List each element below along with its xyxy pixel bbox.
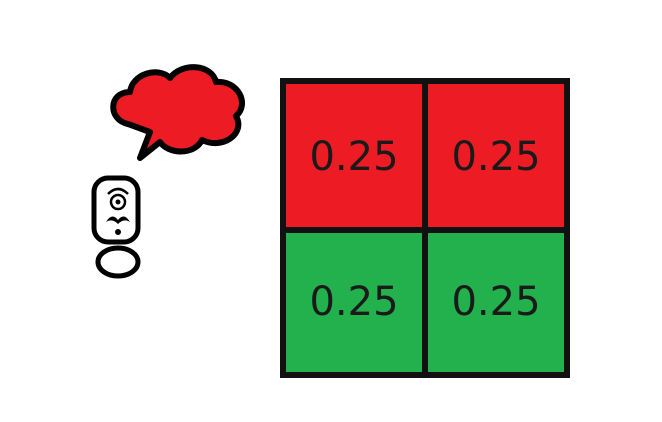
mustache-icon [106,216,130,224]
cell-bottom-left [286,233,422,372]
cell-label-top-right: 0.25 [451,134,540,180]
eye-icon [107,187,129,211]
cell-label-bottom-left: 0.25 [309,279,398,325]
cell-top-left [286,84,422,227]
thought-cloud-icon [110,64,245,161]
probability-grid: 0.25 0.25 0.25 0.25 [280,78,570,378]
mouth-icon [115,229,121,235]
cell-top-right [428,84,564,227]
cell-label-bottom-right: 0.25 [451,279,540,325]
person-icon [91,175,141,279]
cell-bottom-right [428,233,564,372]
cell-label-top-left: 0.25 [309,134,398,180]
